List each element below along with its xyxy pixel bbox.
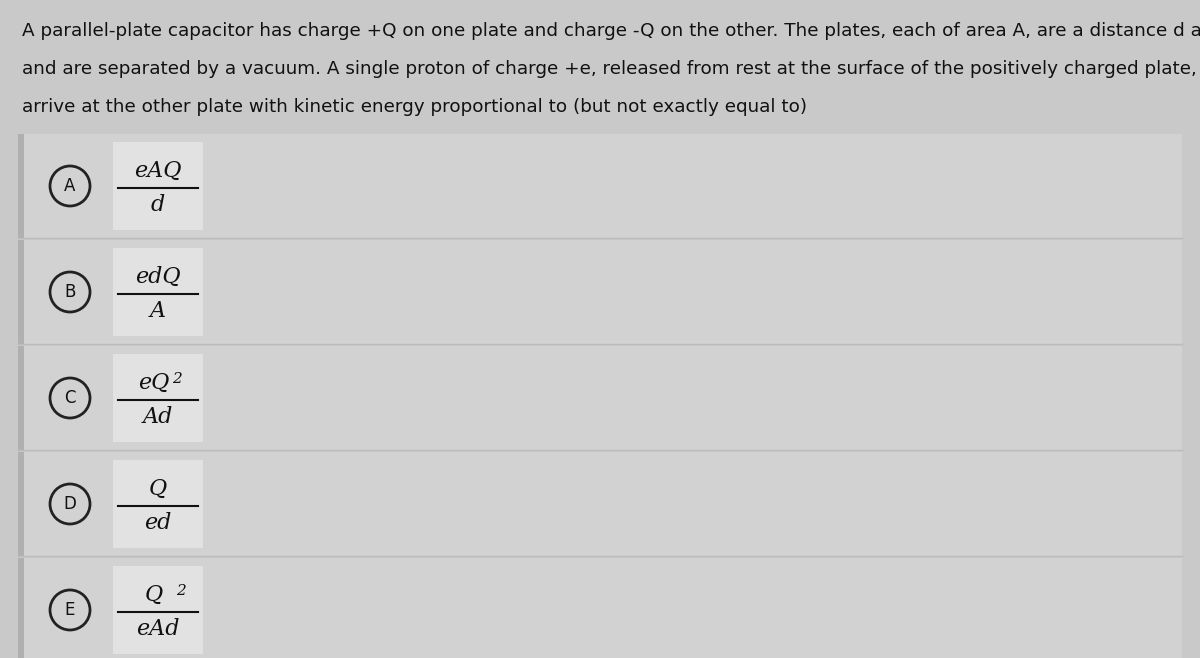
Text: 2: 2 [176, 584, 186, 598]
Text: B: B [65, 283, 76, 301]
Text: eQ: eQ [138, 372, 169, 394]
Text: d: d [151, 194, 166, 216]
Text: A: A [65, 177, 76, 195]
Bar [18, 240, 1182, 344]
Bar [113, 142, 203, 230]
Text: D: D [64, 495, 77, 513]
Bar [18, 134, 1182, 238]
Bar [18, 452, 24, 556]
Bar [18, 346, 1182, 450]
Text: Ad: Ad [143, 406, 173, 428]
Bar [113, 248, 203, 336]
Text: ed: ed [144, 512, 172, 534]
Text: E: E [65, 601, 76, 619]
Text: and are separated by a vacuum. A single proton of charge +e, released from rest : and are separated by a vacuum. A single … [22, 60, 1200, 78]
Text: Q: Q [145, 584, 163, 606]
Text: edQ: edQ [136, 266, 181, 288]
Bar [18, 134, 24, 238]
Text: 2: 2 [172, 372, 181, 386]
Bar [113, 460, 203, 548]
Bar [18, 452, 1182, 556]
Text: arrive at the other plate with kinetic energy proportional to (but not exactly e: arrive at the other plate with kinetic e… [22, 98, 808, 116]
Text: A: A [150, 300, 166, 322]
Bar [18, 558, 24, 658]
Text: Q: Q [149, 478, 167, 500]
Bar [18, 346, 24, 450]
Text: eAQ: eAQ [134, 160, 181, 182]
Bar [18, 558, 1182, 658]
Text: C: C [65, 389, 76, 407]
Text: A parallel-plate capacitor has charge +Q on one plate and charge -Q on the other: A parallel-plate capacitor has charge +Q… [22, 22, 1200, 40]
Bar [18, 240, 24, 344]
Bar [113, 566, 203, 654]
Text: eAd: eAd [137, 618, 180, 640]
Bar [113, 354, 203, 442]
